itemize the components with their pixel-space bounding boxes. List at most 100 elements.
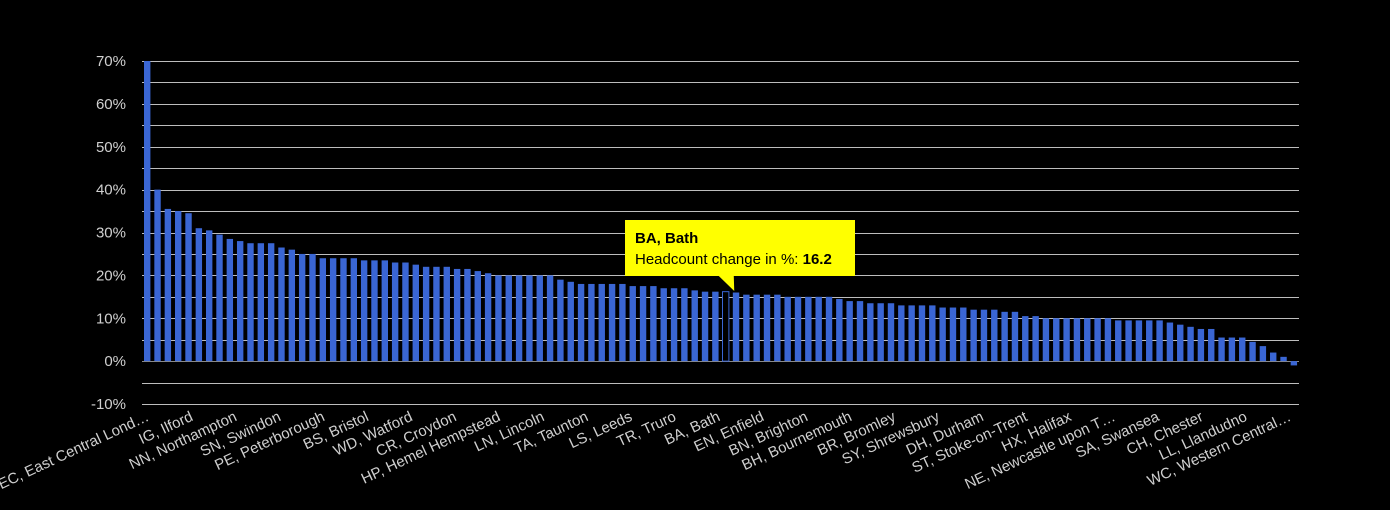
bar[interactable] [443,266,450,362]
bar[interactable] [949,307,957,362]
bar[interactable] [391,262,399,362]
bar[interactable] [144,61,151,362]
bar[interactable] [774,294,781,362]
bar[interactable] [712,291,719,362]
bar[interactable] [898,305,905,362]
bar[interactable] [1146,320,1153,362]
bar[interactable] [329,258,337,362]
bar[interactable] [753,294,760,362]
bar[interactable] [846,301,853,362]
bar[interactable] [836,298,843,362]
bar[interactable] [1022,316,1029,362]
bar[interactable] [278,247,285,362]
bar[interactable] [350,258,358,362]
bar[interactable] [1156,320,1163,362]
bar[interactable] [794,296,802,362]
bar[interactable] [371,260,378,362]
bar[interactable] [1218,337,1225,362]
bar[interactable] [309,253,316,362]
bar[interactable] [1228,337,1236,362]
bar[interactable] [825,296,833,362]
bar[interactable] [1177,324,1184,362]
bar[interactable] [815,296,822,362]
bar[interactable] [495,275,502,362]
bar[interactable] [1239,337,1246,362]
bar[interactable] [691,290,698,362]
bar[interactable] [1125,320,1132,362]
bar[interactable] [257,243,265,362]
bar[interactable] [174,211,182,362]
bar[interactable] [970,309,977,362]
bar[interactable] [1063,318,1070,362]
bar[interactable] [288,249,296,362]
bar[interactable] [929,305,936,362]
bar[interactable] [226,238,234,362]
bar[interactable] [980,309,988,362]
bar[interactable] [216,234,223,362]
bar-highlighted[interactable] [722,291,730,362]
bar[interactable] [319,258,327,362]
bar[interactable] [1042,318,1050,362]
bar[interactable] [236,241,244,362]
bar[interactable] [1259,346,1267,362]
bar[interactable] [1135,320,1143,362]
bar[interactable] [763,294,771,362]
bar[interactable] [267,243,275,362]
bar[interactable] [939,307,946,362]
bar[interactable] [402,262,409,362]
bar[interactable] [433,266,440,362]
bar[interactable] [991,309,998,362]
bar[interactable] [247,243,254,362]
bar[interactable] [1249,341,1256,362]
bar[interactable] [1104,318,1112,362]
bar[interactable] [1115,320,1122,362]
bar[interactable] [732,292,740,362]
bar[interactable] [453,268,461,362]
bar[interactable] [681,288,688,362]
bar[interactable] [360,260,368,362]
bar[interactable] [412,264,419,362]
bar[interactable] [1001,311,1008,362]
bar[interactable] [298,253,306,362]
bar[interactable] [856,301,864,362]
bar[interactable] [464,268,471,362]
bar[interactable] [805,296,812,362]
bar[interactable] [1084,318,1091,362]
bar[interactable] [1208,328,1215,362]
bar[interactable] [1032,316,1039,362]
bar[interactable] [629,286,636,362]
bar[interactable] [908,305,915,362]
bar[interactable] [557,279,564,362]
bar[interactable] [1166,322,1174,362]
bar[interactable] [577,283,585,362]
bar[interactable] [505,275,512,362]
bar[interactable] [1053,318,1060,362]
bar[interactable] [598,283,605,362]
bar[interactable] [164,208,172,362]
bar[interactable] [546,275,554,362]
bar[interactable] [619,283,626,362]
bar[interactable] [515,275,523,362]
bar[interactable] [650,286,657,362]
bar[interactable] [526,275,533,362]
bar[interactable] [195,228,203,362]
bar[interactable] [567,281,574,362]
bar[interactable] [474,271,481,362]
bar[interactable] [608,283,616,362]
bar[interactable] [1011,311,1019,362]
bar[interactable] [1187,326,1194,362]
bar[interactable] [877,303,884,362]
bar[interactable] [670,288,678,362]
bar[interactable] [484,273,492,362]
bar[interactable] [887,303,895,362]
bar[interactable] [588,283,595,362]
bar[interactable] [867,303,874,362]
bar[interactable] [340,258,347,362]
bar[interactable] [918,305,926,362]
bar[interactable] [205,230,213,362]
bar[interactable] [960,307,967,362]
bar[interactable] [1094,318,1101,362]
bar[interactable] [422,266,430,362]
bar[interactable] [743,294,750,362]
bar[interactable] [1290,361,1298,366]
